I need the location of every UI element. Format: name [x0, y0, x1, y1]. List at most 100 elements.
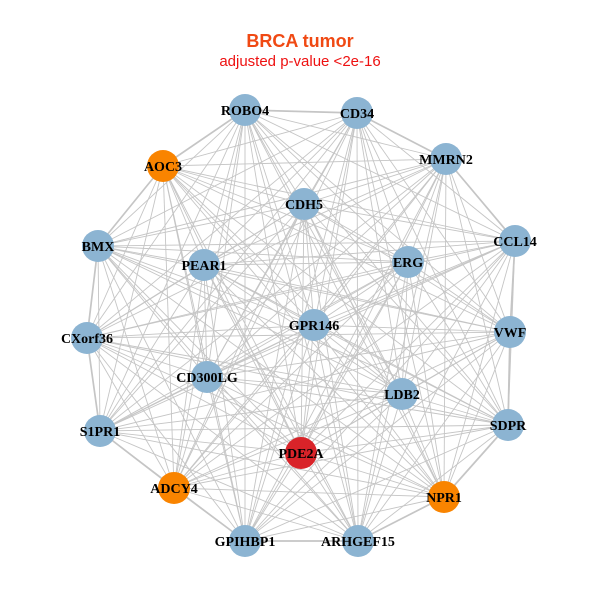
edge-AOC3-PDE2A [162, 165, 302, 454]
edge-ROBO4-S1PR1 [99, 109, 246, 432]
node-CD300LG [191, 361, 223, 393]
edge-ERG-GPIHBP1 [244, 261, 409, 542]
edge-LDB2-S1PR1 [99, 393, 403, 432]
node-PDE2A [285, 437, 317, 469]
edge-CDH5-NPR1 [303, 203, 445, 498]
edge-CD300LG-S1PR1 [99, 376, 208, 432]
edge-SDPR-ADCY4 [173, 424, 509, 489]
plot-title: BRCA tumor [246, 31, 353, 51]
node-S1PR1 [84, 415, 116, 447]
edge-CXorf36-CD300LG [86, 337, 208, 378]
edge-BMX-CCL14 [97, 240, 516, 247]
edge-PEAR1-GPIHBP1 [203, 264, 246, 542]
edge-AOC3-ADCY4 [162, 165, 175, 489]
edge-PEAR1-SDPR [203, 264, 509, 426]
edge-BMX-NPR1 [97, 245, 445, 498]
node-label-ADCY4: ADCY4 [150, 482, 197, 497]
edge-VWF-S1PR1 [99, 331, 511, 432]
edge-ROBO4-CXorf36 [86, 109, 246, 339]
edge-CXorf36-SDPR [86, 337, 509, 426]
node-CD34 [341, 97, 373, 129]
edge-CD34-GPR146 [313, 112, 358, 326]
edge-GPR146-VWF [313, 324, 511, 333]
edge-CD34-VWF [356, 112, 511, 333]
edge-S1PR1-SDPR [99, 424, 509, 432]
edge-ERG-S1PR1 [99, 261, 409, 432]
node-MMRN2 [430, 143, 462, 175]
edge-AOC3-BMX [97, 165, 164, 247]
edge-BMX-PEAR1 [97, 245, 205, 266]
edge-BMX-GPIHBP1 [97, 245, 246, 542]
edge-CCL14-ARHGEF15 [357, 240, 516, 542]
edge-PEAR1-S1PR1 [99, 264, 205, 432]
edge-CCL14-PEAR1 [203, 240, 516, 266]
edge-CCL14-ERG [407, 240, 516, 263]
edge-CDH5-CCL14 [303, 203, 516, 242]
edge-CXorf36-ADCY4 [86, 337, 175, 489]
edge-AOC3-S1PR1 [99, 165, 164, 432]
edge-SDPR-NPR1 [443, 424, 509, 498]
edge-ROBO4-NPR1 [244, 109, 445, 498]
node-CDH5 [288, 188, 320, 220]
node-label-GPIHBP1: GPIHBP1 [215, 535, 276, 550]
edge-LDB2-SDPR [401, 393, 509, 426]
edge-MMRN2-ERG [407, 158, 447, 263]
edge-AOC3-ERG [162, 165, 409, 263]
edge-MMRN2-GPR146 [313, 158, 447, 326]
edge-CD300LG-GPIHBP1 [206, 376, 246, 542]
edge-PDE2A-ARHGEF15 [300, 452, 359, 542]
edge-CD34-AOC3 [162, 112, 358, 167]
edge-MMRN2-AOC3 [162, 158, 447, 167]
edge-CD34-SDPR [356, 112, 509, 426]
node-CCL14 [499, 225, 531, 257]
edge-CCL14-CXorf36 [86, 240, 516, 339]
node-ROBO4 [229, 94, 261, 126]
edge-SDPR-PDE2A [300, 424, 509, 454]
edge-ERG-NPR1 [407, 261, 445, 498]
node-ARHGEF15 [342, 525, 374, 557]
node-label-PDE2A: PDE2A [278, 447, 324, 462]
edge-PEAR1-VWF [203, 264, 511, 333]
edge-PEAR1-CD300LG [203, 264, 208, 378]
node-label-VWF: VWF [494, 326, 527, 341]
edge-ERG-SDPR [407, 261, 509, 426]
edge-ROBO4-MMRN2 [244, 109, 447, 160]
edge-AOC3-CCL14 [162, 165, 516, 242]
edge-ROBO4-CD34 [244, 109, 358, 114]
node-label-ARHGEF15: ARHGEF15 [321, 535, 395, 550]
edge-GPR146-CXorf36 [86, 324, 315, 339]
edge-BMX-GPR146 [97, 245, 315, 326]
edge-BMX-CD300LG [97, 245, 208, 378]
edge-MMRN2-BMX [97, 158, 447, 247]
node-label-CD300LG: CD300LG [176, 371, 238, 386]
edge-LDB2-GPIHBP1 [244, 393, 403, 542]
edge-BMX-ADCY4 [97, 245, 175, 489]
node-label-CCL14: CCL14 [493, 235, 537, 250]
nodes-layer [71, 94, 531, 557]
edge-CDH5-ARHGEF15 [303, 203, 359, 542]
edge-PEAR1-CXorf36 [86, 264, 205, 339]
plot-subtitle: adjusted p-value <2e-16 [219, 53, 380, 70]
edge-MMRN2-VWF [445, 158, 511, 333]
node-label-CD34: CD34 [340, 107, 374, 122]
edge-MMRN2-LDB2 [401, 158, 447, 395]
edge-BMX-LDB2 [97, 245, 403, 395]
edge-MMRN2-PEAR1 [203, 158, 447, 266]
edge-ROBO4-PEAR1 [203, 109, 246, 266]
edge-CCL14-GPR146 [313, 240, 516, 326]
edge-CDH5-GPR146 [303, 203, 315, 326]
edge-CD34-S1PR1 [99, 112, 358, 432]
edge-LDB2-ADCY4 [173, 393, 403, 489]
node-label-S1PR1: S1PR1 [80, 425, 120, 440]
edge-CD300LG-LDB2 [206, 376, 403, 395]
node-PEAR1 [188, 249, 220, 281]
edge-AOC3-VWF [162, 165, 511, 333]
edge-CD300LG-SDPR [206, 376, 509, 426]
node-label-NPR1: NPR1 [426, 491, 462, 506]
edge-CXorf36-NPR1 [86, 337, 445, 498]
edge-CD34-CCL14 [356, 112, 516, 242]
edge-PDE2A-NPR1 [300, 452, 445, 498]
edge-CXorf36-VWF [86, 331, 511, 339]
labels-layer: ROBO4 CD34 MMRN2 AOC3 CDH5 BMX CCL14 PEAR1 ERG GP… [61, 104, 537, 550]
